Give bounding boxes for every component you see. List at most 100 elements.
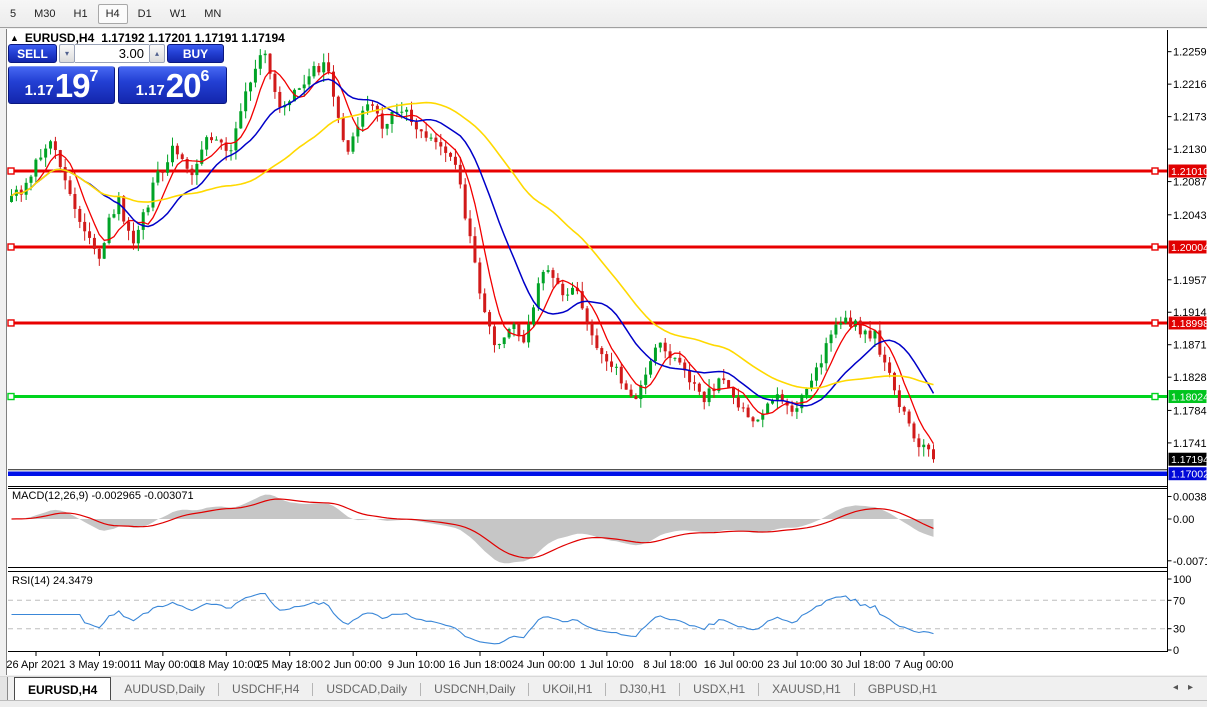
candle-body	[527, 324, 531, 343]
chart-symbol-label: EURUSD,H4	[24, 31, 95, 45]
buy-button[interactable]: BUY	[167, 44, 224, 63]
candle-body	[307, 76, 311, 85]
trade-panel-controls: SELL ▾ ▴ BUY	[8, 44, 227, 63]
candle-body	[78, 208, 82, 222]
chart-tabbar: EURUSD,H4 AUDUSD,Daily USDCHF,H4 USDCAD,Dai…	[0, 676, 1207, 701]
candle-body	[653, 347, 657, 362]
candle-body	[512, 324, 516, 330]
candle-body	[156, 171, 160, 183]
tab-scroll-arrows: ◂▸	[1173, 682, 1203, 693]
ma-fast-line	[11, 70, 935, 445]
candle-body	[668, 351, 672, 358]
ma-slow-line	[11, 101, 934, 390]
time-axis-label: 8 Jul 18:00	[643, 659, 697, 671]
candle-body	[346, 140, 350, 152]
price-tick-label: 1.20870	[1173, 177, 1207, 189]
volume-decrease-button[interactable]: ▾	[59, 44, 75, 63]
candle-body	[849, 317, 853, 327]
tabbar-splitter[interactable]	[0, 677, 8, 701]
candle-body	[658, 342, 662, 348]
macd-axis-label: 0.003873	[1173, 491, 1207, 503]
candle-body	[624, 383, 628, 390]
tab-item-xauusd[interactable]: XAUUSD,H1	[772, 682, 841, 696]
status-strip	[0, 700, 1207, 707]
chart-ohlc-values: 1.17192 1.17201 1.17191 1.17194	[101, 31, 285, 45]
time-axis-label: 11 May 00:00	[130, 659, 196, 671]
candle-body	[727, 380, 731, 388]
candle-body	[639, 384, 643, 400]
price-level-badge	[1168, 316, 1207, 330]
candle-body	[244, 91, 248, 112]
candle-body	[19, 189, 23, 195]
line-handle	[1151, 167, 1159, 175]
tab-separator	[218, 682, 220, 696]
price-tick-label: 1.20430	[1173, 210, 1207, 222]
candle-body	[756, 419, 760, 422]
candle-body	[146, 207, 150, 213]
tab-item-audusd[interactable]: AUDUSD,Daily	[124, 682, 206, 696]
tab-item-usdcnh[interactable]: USDCNH,Daily	[434, 682, 516, 696]
candle-body	[141, 212, 145, 230]
tab-item-usdx[interactable]: USDX,H1	[693, 682, 746, 696]
candle-body	[180, 154, 184, 159]
rsi-axis-label: 70	[1173, 595, 1185, 607]
timeframe-button-h1[interactable]: H1	[73, 7, 88, 20]
candle-body	[795, 408, 799, 412]
candle-body	[175, 145, 179, 155]
time-axis-label: 7 Aug 00:00	[895, 659, 954, 671]
price-tick-label: 1.17840	[1173, 405, 1207, 417]
tab-item-usdcad[interactable]: USDCAD,Daily	[326, 682, 408, 696]
tab-item-eurusd[interactable]: EURUSD,H4	[14, 677, 112, 701]
candle-body	[117, 196, 121, 215]
sell-button[interactable]: SELL	[8, 44, 57, 63]
candle-body	[49, 141, 53, 149]
candle-body	[336, 96, 340, 118]
timeframe-button-w1[interactable]: W1	[169, 7, 187, 20]
candle-body	[414, 122, 418, 130]
price-tick-label: 1.18710	[1173, 340, 1207, 352]
candle-body	[351, 136, 355, 152]
candle-body	[790, 405, 794, 412]
candle-body	[892, 372, 896, 391]
buy-quote-button[interactable]: 1.17 20 6	[118, 66, 227, 104]
tab-item-gbpusd[interactable]: GBPUSD,H1	[867, 682, 938, 696]
tab-item-usdchf[interactable]: USDCHF,H4	[232, 682, 300, 696]
candle-body	[127, 221, 131, 231]
candle-body	[888, 362, 892, 373]
time-axis-label: 1 Jul 10:00	[580, 659, 634, 671]
candle-body	[531, 307, 535, 325]
tab-scroll-left-icon[interactable]: ◂	[1172, 682, 1188, 693]
timeframe-button-m30[interactable]: M30	[34, 7, 56, 20]
timeframe-button-h4[interactable]: H4	[97, 3, 128, 24]
candle-body	[468, 218, 472, 237]
candle-body	[717, 378, 721, 392]
volume-input[interactable]	[75, 44, 149, 63]
timeframe-button-d1[interactable]: D1	[137, 7, 152, 20]
candle-body	[488, 312, 492, 327]
candle-body	[131, 230, 135, 244]
timeframe-button-mn[interactable]: MN	[204, 7, 222, 20]
candle-body	[327, 62, 331, 72]
line-handle	[7, 319, 15, 327]
candle-body	[200, 149, 204, 164]
candle-body	[546, 270, 550, 272]
candle-body	[844, 317, 848, 323]
timeframe-button-5[interactable]: 5	[10, 7, 17, 20]
volume-increase-button[interactable]: ▴	[149, 44, 165, 63]
candle-body	[678, 357, 682, 363]
time-axis-label: 2 Jun 00:00	[324, 659, 382, 671]
candle-body	[453, 156, 457, 165]
tab-item-dj30[interactable]: DJ30,H1	[619, 682, 667, 696]
candle-body	[234, 128, 238, 151]
time-axis-label: 18 May 10:00	[193, 659, 260, 671]
candle-body	[492, 326, 496, 346]
collapse-arrow-icon[interactable]: ▲	[10, 33, 19, 43]
macd-label: MACD(12,26,9) -0.002965 -0.003071	[12, 490, 194, 502]
candle-body	[161, 171, 165, 173]
tab-scroll-right-icon[interactable]: ▸	[1187, 682, 1203, 693]
tab-item-ukoil[interactable]: UKOil,H1	[542, 682, 593, 696]
price-level-badge	[1168, 390, 1207, 404]
time-axis-label: 24 Jun 00:00	[512, 659, 576, 671]
sell-quote-button[interactable]: 1.17 19 7	[8, 66, 115, 104]
